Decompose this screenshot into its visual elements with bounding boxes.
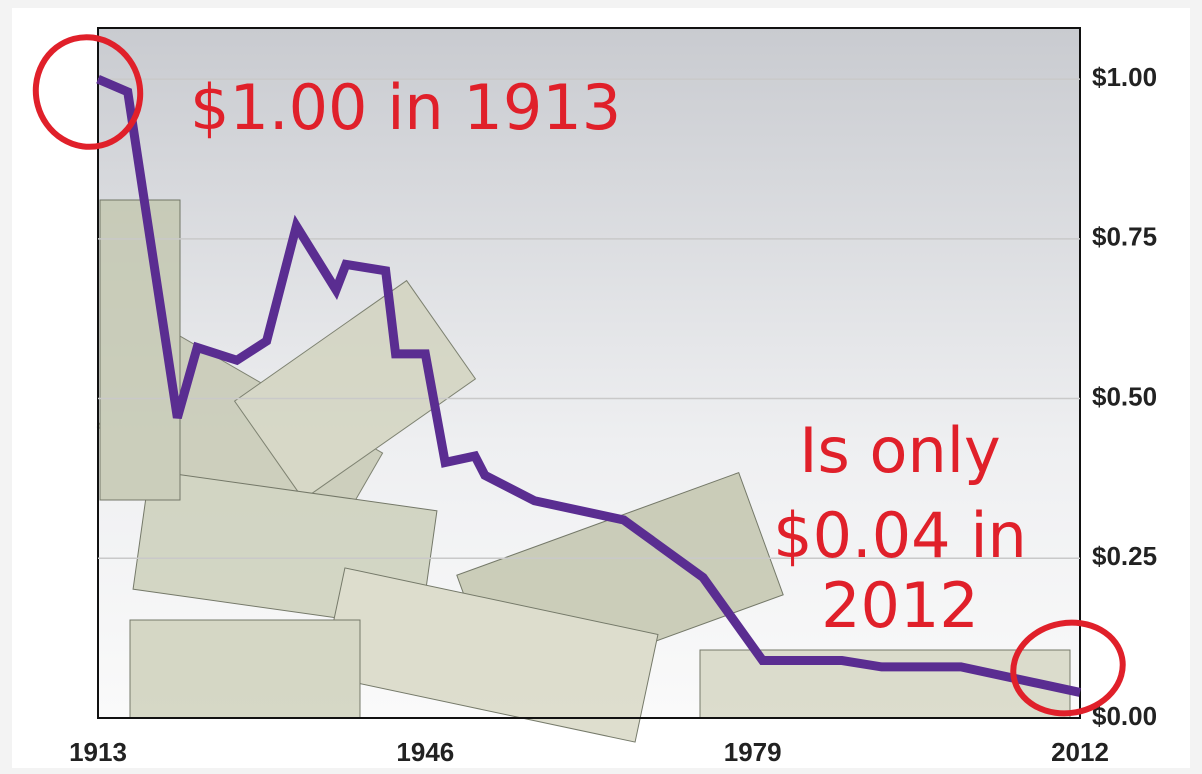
y-tick-label: $1.00 bbox=[1092, 62, 1157, 92]
y-tick-label: $0.25 bbox=[1092, 541, 1157, 571]
x-tick-label: 2012 bbox=[1051, 737, 1109, 767]
x-tick-label: 1913 bbox=[69, 737, 127, 767]
annotation: Is only bbox=[799, 414, 1000, 487]
annotation: $0.04 in bbox=[773, 499, 1027, 572]
annotation: 2012 bbox=[821, 569, 979, 642]
y-tick-label: $0.50 bbox=[1092, 381, 1157, 411]
y-tick-label: $0.75 bbox=[1092, 222, 1157, 252]
highlight-circle bbox=[1010, 619, 1126, 717]
x-tick-label: 1946 bbox=[396, 737, 454, 767]
data-line bbox=[96, 74, 1081, 697]
y-tick-label: $0.00 bbox=[1092, 701, 1157, 731]
x-tick-label: 1979 bbox=[724, 737, 782, 767]
plot-frame bbox=[97, 27, 1081, 719]
annotation: $1.00 in 1913 bbox=[190, 71, 621, 144]
highlight-circle bbox=[32, 34, 144, 150]
